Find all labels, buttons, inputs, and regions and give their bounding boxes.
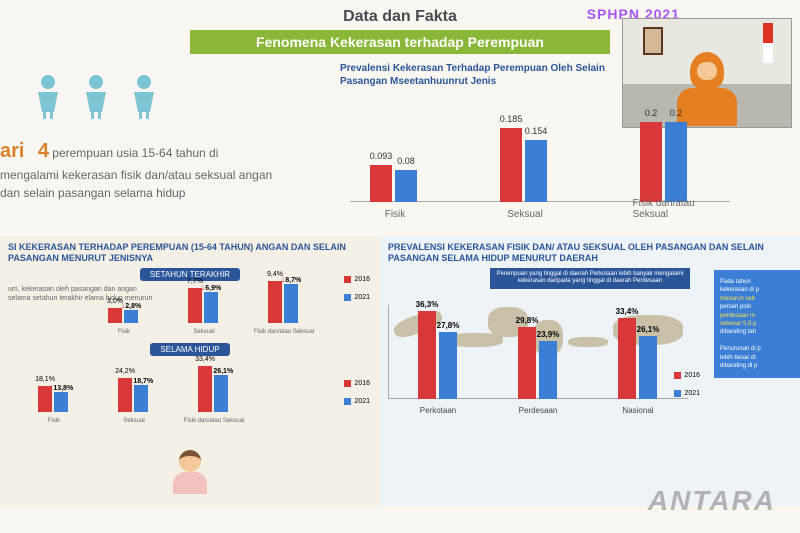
legend-2016: 2016 (344, 276, 370, 283)
legend-2021: 2021 (344, 398, 370, 405)
stat-prefix: ari (0, 140, 24, 162)
legend-2021: 2021 (344, 294, 370, 301)
panel-left-title: SI KEKERASAN TERHADAP PEREMPUAN (15-64 T… (8, 242, 372, 264)
info-box: Pada tahun kekerasan di p menurun seb pe… (714, 270, 800, 378)
legend-2016: 2016 (344, 380, 370, 387)
girl-icon (78, 72, 114, 120)
girl-icon (30, 72, 66, 120)
pill-life: SELAMA HIDUP (150, 343, 229, 356)
subtitle-banner: Fenomena Kekerasan terhadap Perempuan (190, 30, 610, 54)
mini-chart-b: 18,1%↓13,8%Fisik24,2%↓18,7%Seksual33,4%↓… (38, 364, 338, 424)
panel-right-banner: Perempuan yang tinggal di daerah Perkota… (490, 268, 690, 290)
panel-left: SI KEKERASAN TERHADAP PEREMPUAN (15-64 T… (0, 236, 380, 506)
region-chart: 36,3%27,8%Perkotaan29,8%23,9%Perdesaan33… (388, 305, 698, 415)
avatar-icon (170, 450, 210, 500)
panel-right-title: PREVALENSI KEKERASAN FISIK DAN/ ATAU SEK… (388, 242, 792, 264)
slide: Data dan Fakta Fenomena Kekerasan terhad… (0, 0, 800, 533)
bottom-panels: SI KEKERASAN TERHADAP PEREMPUAN (15-64 T… (0, 236, 800, 506)
panel-right: PREVALENSI KEKERASAN FISIK DAN/ ATAU SEK… (380, 236, 800, 506)
headline-stat: ari 4 perempuan usia 15-64 tahun di meng… (0, 136, 280, 202)
chart1: 0.0930.080.1850.1540.20.2 FisikSeksualFi… (350, 100, 730, 220)
girl-icon (126, 72, 162, 120)
mini-chart-a: 3,0%↓2,8%Fisik7,7%↓6,9%Seksual9,4%↓8,7%F… (108, 275, 348, 335)
stat-number: 4 (38, 140, 49, 162)
watermark: ANTARA (648, 485, 776, 517)
girl-icons (30, 72, 162, 120)
chart1-title: Prevalensi Kekerasan Terhadap Perempuan … (340, 62, 620, 88)
